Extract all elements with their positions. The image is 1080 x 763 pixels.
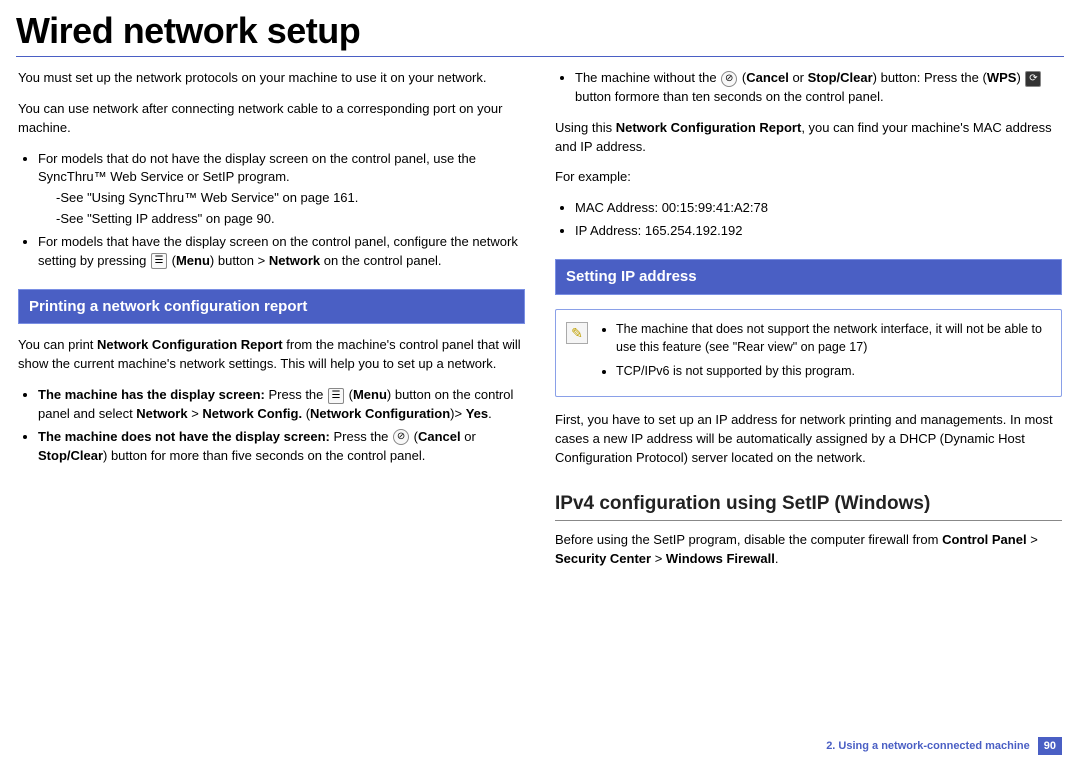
- t: Before using the SetIP program, disable …: [555, 532, 942, 547]
- see-ref-1: -See "Using SyncThru™ Web Service" on pa…: [38, 189, 525, 208]
- yes-label: Yes: [466, 406, 488, 421]
- stopclear-label: Stop/Clear: [808, 70, 873, 85]
- ncr-label: Network Configuration Report: [97, 337, 283, 352]
- t: ) button: Press the (: [873, 70, 987, 85]
- left-column: You must set up the network protocols on…: [18, 69, 525, 581]
- bullet-text-c: ) button >: [210, 253, 269, 268]
- for-example: For example:: [555, 168, 1062, 187]
- bullet-text: For models that do not have the display …: [38, 151, 476, 185]
- content-columns: You must set up the network protocols on…: [0, 69, 1080, 581]
- t: You can print: [18, 337, 97, 352]
- dhcp-paragraph: First, you have to set up an IP address …: [555, 411, 1062, 468]
- firewall-paragraph: Before using the SetIP program, disable …: [555, 531, 1062, 569]
- cancel-label: Cancel: [746, 70, 789, 85]
- netconfiguration-label: Network Configuration: [310, 406, 450, 421]
- t: ) button for more than five seconds on t…: [103, 448, 425, 463]
- list-item: For models that have the display screen …: [38, 233, 525, 271]
- list-item: For models that do not have the display …: [38, 150, 525, 229]
- wps-icon: ⟳: [1025, 71, 1041, 87]
- print-list: The machine has the display screen: Pres…: [18, 386, 525, 465]
- intro-list: For models that do not have the display …: [18, 150, 525, 271]
- no-display-label: The machine does not have the display sc…: [38, 429, 330, 444]
- section-header-setip: Setting IP address: [555, 259, 1062, 295]
- bullet-text-e: on the control panel.: [320, 253, 441, 268]
- note-item-2: TCP/IPv6 is not supported by this progra…: [616, 362, 1049, 380]
- title-rule: [16, 56, 1064, 57]
- t: The machine without the: [575, 70, 720, 85]
- list-item: The machine has the display screen: Pres…: [38, 386, 525, 424]
- cancel-icon: ⊘: [393, 429, 409, 445]
- menu-label: Menu: [353, 387, 387, 402]
- chapter-label: 2. Using a network-connected machine: [826, 740, 1030, 752]
- note-item-1: The machine that does not support the ne…: [616, 320, 1049, 356]
- right-column: The machine without the ⊘ (Cancel or Sto…: [555, 69, 1062, 581]
- t: Using this: [555, 120, 616, 135]
- controlpanel-label: Control Panel: [942, 532, 1027, 547]
- mac-address: MAC Address: 00:15:99:41:A2:78: [575, 199, 1062, 218]
- right-top-list: The machine without the ⊘ (Cancel or Sto…: [555, 69, 1062, 107]
- intro-paragraph-2: You can use network after connecting net…: [18, 100, 525, 138]
- ipv4-heading: IPv4 configuration using SetIP (Windows): [555, 490, 1062, 522]
- stopclear-label: Stop/Clear: [38, 448, 103, 463]
- t: Press the: [330, 429, 392, 444]
- page-title: Wired network setup: [0, 0, 1080, 56]
- network-label: Network: [136, 406, 187, 421]
- section-header-print: Printing a network configuration report: [18, 289, 525, 325]
- menu-icon: ☰: [328, 388, 344, 404]
- list-item: The machine does not have the display sc…: [38, 428, 525, 466]
- note-icon: ✎: [566, 322, 588, 344]
- netconfig-label: Network Config.: [202, 406, 302, 421]
- intro-paragraph-1: You must set up the network protocols on…: [18, 69, 525, 88]
- t: Press the: [265, 387, 327, 402]
- ncr-paragraph: Using this Network Configuration Report,…: [555, 119, 1062, 157]
- note-box: ✎ The machine that does not support the …: [555, 309, 1062, 397]
- see-ref-2: -See "Setting IP address" on page 90.: [38, 210, 525, 229]
- network-label: Network: [269, 253, 320, 268]
- ncr-label: Network Configuration Report: [616, 120, 802, 135]
- menu-label: Menu: [176, 253, 210, 268]
- cancel-label: Cancel: [418, 429, 461, 444]
- firewall-label: Windows Firewall: [666, 551, 775, 566]
- print-intro: You can print Network Configuration Repo…: [18, 336, 525, 374]
- wps-label: WPS: [987, 70, 1017, 85]
- address-list: MAC Address: 00:15:99:41:A2:78 IP Addres…: [555, 199, 1062, 241]
- note-list: The machine that does not support the ne…: [600, 320, 1049, 380]
- cancel-icon: ⊘: [721, 71, 737, 87]
- ip-address: IP Address: 165.254.192.192: [575, 222, 1062, 241]
- menu-icon: ☰: [151, 253, 167, 269]
- t: button formore than ten seconds on the c…: [575, 89, 884, 104]
- has-display-label: The machine has the display screen:: [38, 387, 265, 402]
- page-number: 90: [1038, 737, 1062, 755]
- securitycenter-label: Security Center: [555, 551, 651, 566]
- list-item: The machine without the ⊘ (Cancel or Sto…: [575, 69, 1062, 107]
- page-footer: 2. Using a network-connected machine 90: [826, 737, 1062, 755]
